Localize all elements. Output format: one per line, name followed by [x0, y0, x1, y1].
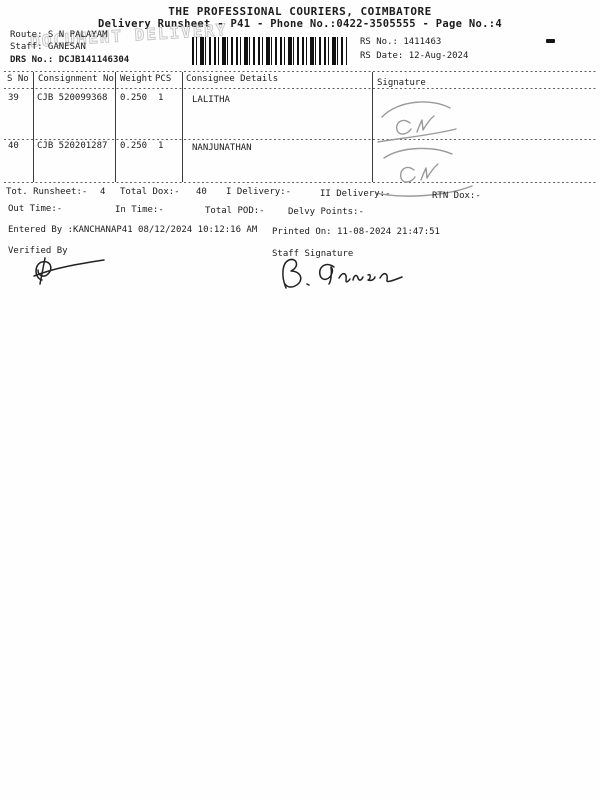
staff-signature-label: Staff Signature	[272, 249, 354, 259]
company-title: THE PROFESSIONAL COURIERS, COIMBATORE	[168, 5, 432, 18]
table-bottom-rule	[4, 182, 596, 183]
drs-no-field: DRS No.: DCJB141146304	[10, 55, 130, 65]
total-runsheet-label: Tot. Runsheet:-	[6, 187, 88, 197]
barcode-icon	[192, 37, 347, 65]
route-field: Route: S N PALAYAM	[10, 30, 108, 40]
col-header-signature: Signature	[377, 78, 426, 88]
total-runsheet-value: 4	[100, 187, 106, 197]
column-rule-1	[33, 72, 34, 182]
column-rule-4	[372, 72, 373, 182]
col-header-pcs: PCS	[155, 74, 172, 84]
rtn-dox-field: RTN Dox:-	[432, 191, 481, 201]
table-header-rule	[4, 88, 596, 89]
runsheet-subtitle: Delivery Runsheet - P41 - Phone No.:0422…	[98, 18, 502, 30]
cell-sno: 39	[8, 93, 19, 103]
i-delivery-field: I Delivery:-	[226, 187, 292, 197]
staff-field: Staff: GANESAN	[10, 42, 86, 52]
verified-by-signature	[33, 257, 105, 285]
cell-weight: 0.250	[120, 93, 148, 103]
staff-signature-handwriting	[282, 258, 403, 289]
cell-consignee: NANJUNATHAN	[192, 143, 252, 153]
rs-date-field: RS Date: 12-Aug-2024	[360, 51, 469, 61]
column-rule-3	[182, 72, 183, 182]
cell-pcs: 1	[158, 141, 164, 151]
printed-on-field: Printed On: 11-08-2024 21:47:51	[272, 227, 440, 237]
rs-no-field: RS No.: 1411463	[360, 37, 442, 47]
cell-consignee: LALITHA	[192, 95, 230, 105]
ink-smudge-mark	[546, 39, 555, 43]
col-header-consignment: Consignment No	[38, 74, 114, 84]
cell-consignment: CJB 520201287	[37, 141, 108, 151]
table-top-rule	[4, 71, 596, 72]
col-header-consignee: Consignee Details	[186, 74, 279, 84]
total-dox-label: Total Dox:-	[120, 187, 180, 197]
column-rule-2	[115, 72, 116, 182]
verified-by-label: Verified By	[8, 246, 68, 256]
delvy-points-field: Delvy Points:-	[288, 207, 364, 217]
cell-pcs: 1	[158, 93, 164, 103]
cell-sno: 40	[8, 141, 19, 151]
total-dox-value: 40	[196, 187, 207, 197]
out-time-field: Out Time:-	[8, 204, 63, 214]
cell-weight: 0.250	[120, 141, 148, 151]
cell-consignment: CJB 520099368	[37, 93, 108, 103]
ii-delivery-field: II Delivery:-	[320, 189, 391, 199]
row-divider-rule	[4, 139, 596, 140]
total-pod-field: Total POD:-	[205, 206, 265, 216]
entered-by-field: Entered By :KANCHANAP41 08/12/2024 10:12…	[8, 225, 258, 235]
in-time-field: In Time:-	[115, 205, 164, 215]
col-header-sno: S No	[7, 74, 29, 84]
col-header-weight: Weight	[120, 74, 153, 84]
